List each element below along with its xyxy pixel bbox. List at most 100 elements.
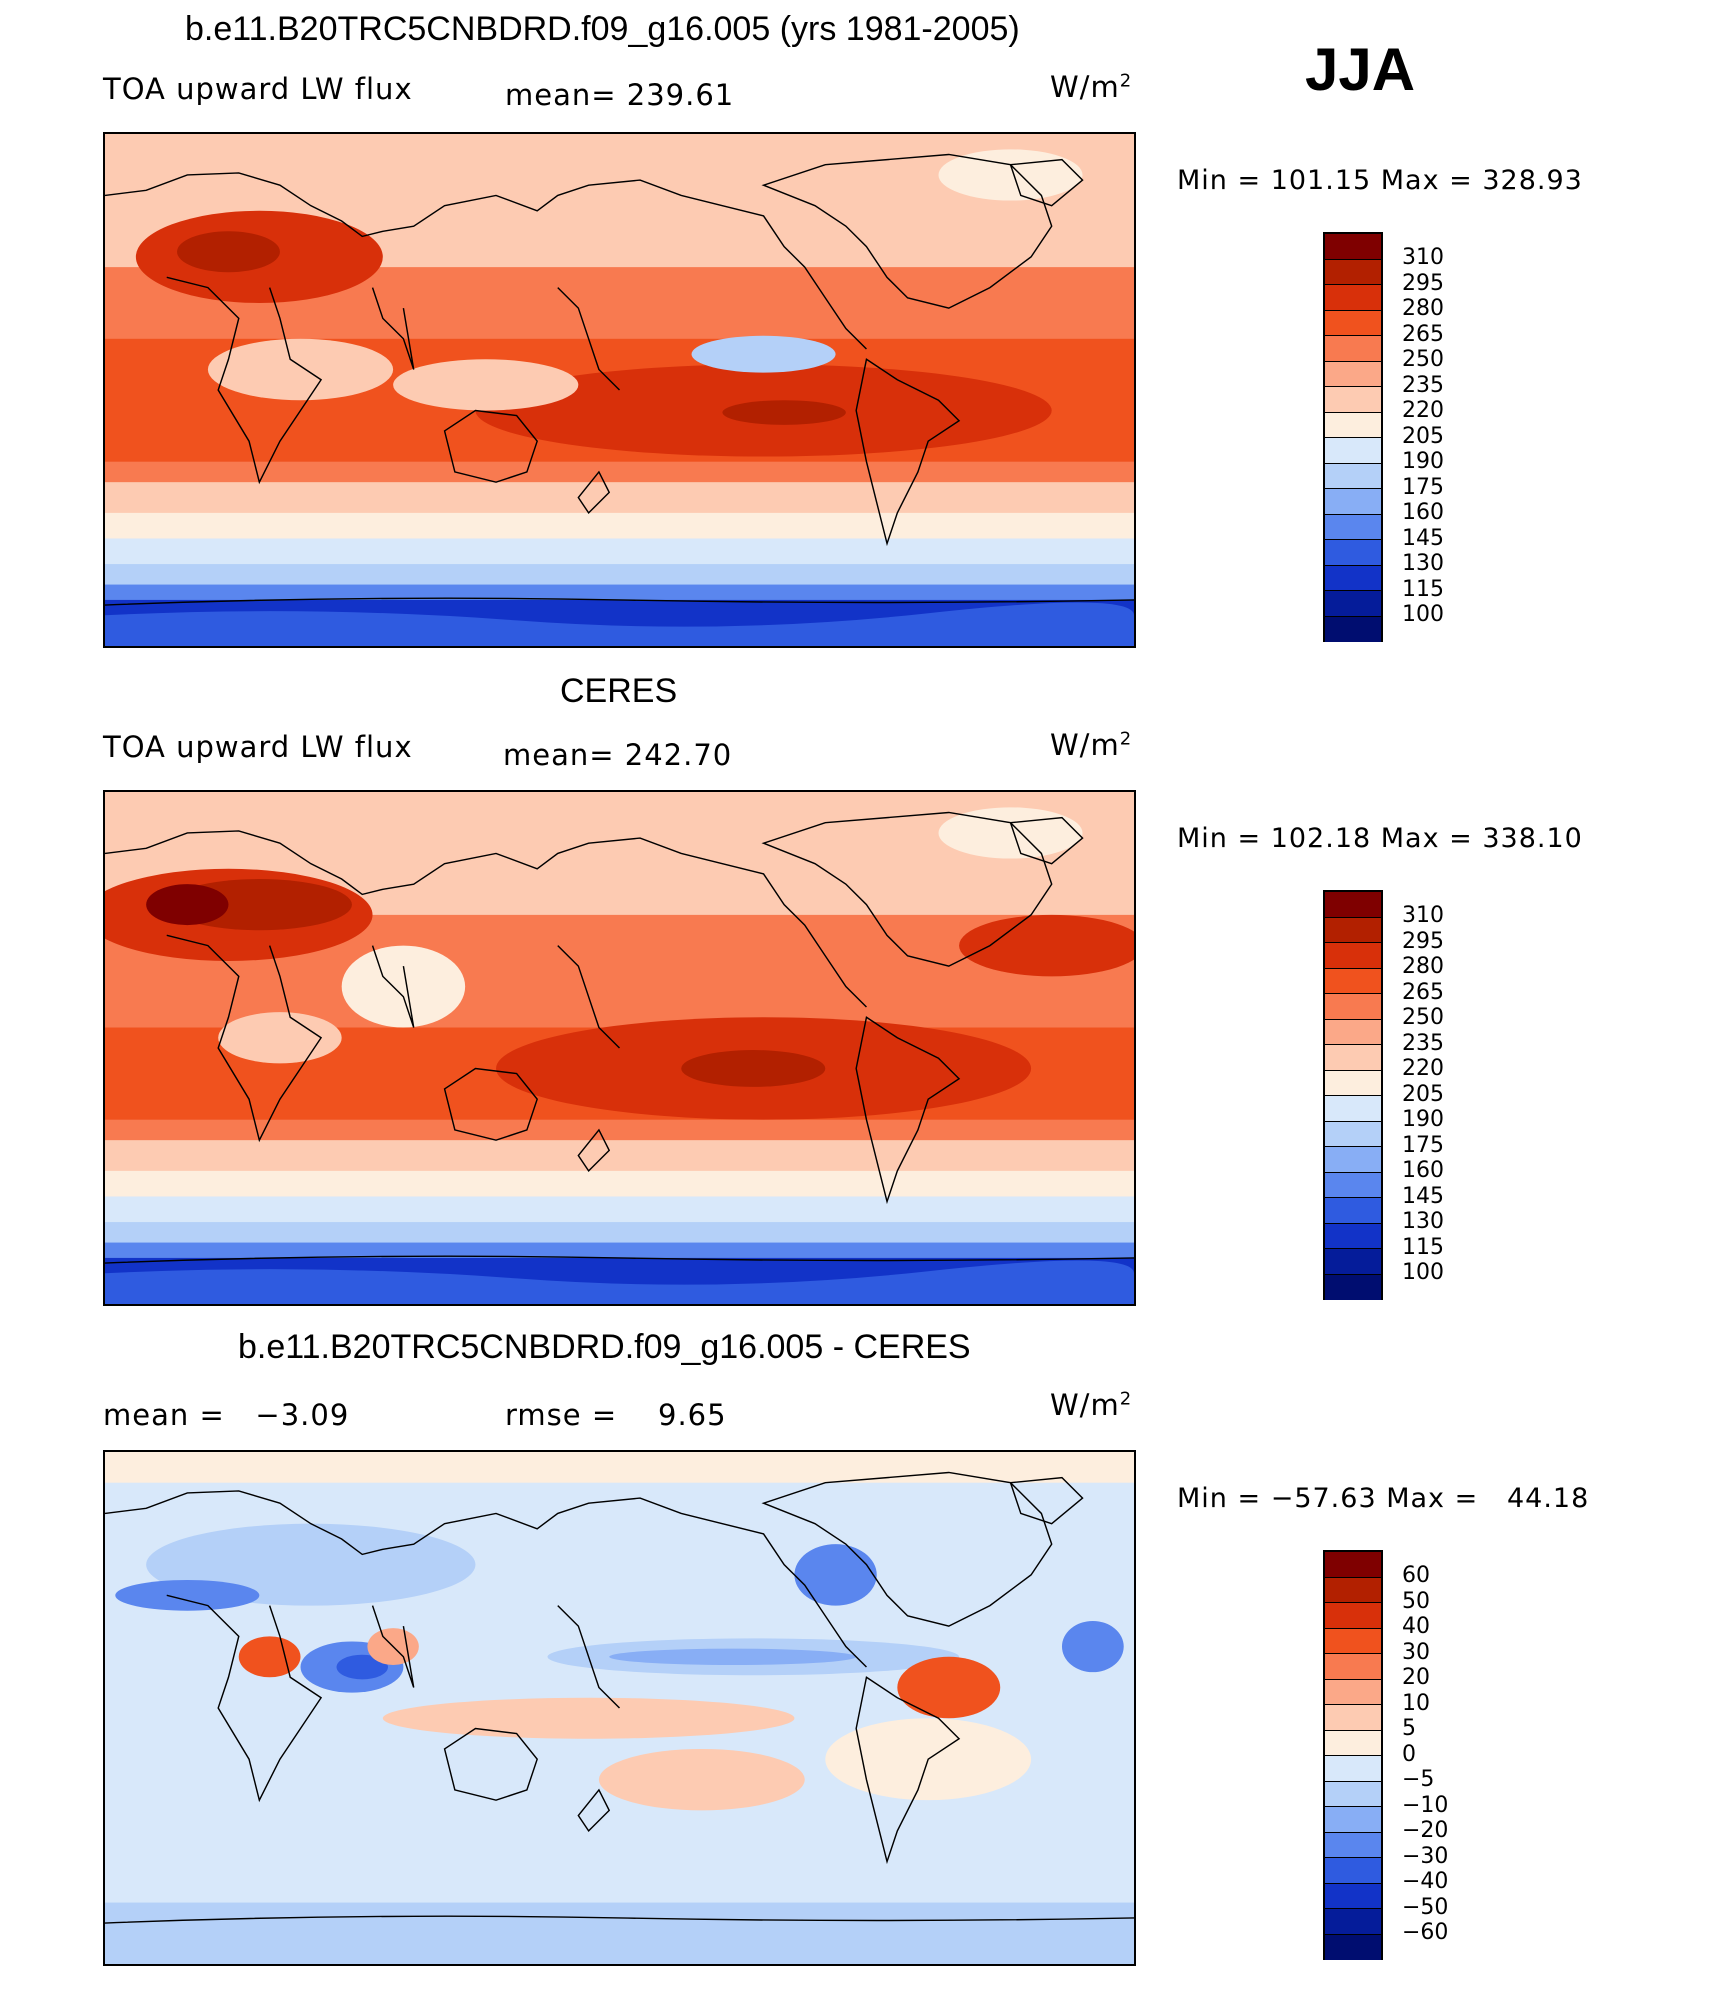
colorbar-segment <box>1325 285 1381 311</box>
colorbar-tick-label: 175 <box>1402 474 1444 500</box>
panel-1-mean-label: mean= 239.61 <box>505 78 735 112</box>
colorbar-tick-label: −30 <box>1402 1843 1449 1869</box>
colorbar-segment <box>1325 1577 1381 1603</box>
colorbar-segment <box>1325 1934 1381 1960</box>
colorbar-tick-label: −10 <box>1402 1792 1449 1818</box>
panel-1-minmax: Min = 101.15 Max = 328.93 <box>1177 165 1583 196</box>
colorbar-tick-label: 160 <box>1402 500 1444 525</box>
colorbar-segment <box>1325 565 1381 591</box>
panel-2-title: CERES <box>560 672 678 710</box>
colorbar-tick-label: 115 <box>1402 1234 1444 1260</box>
colorbar-segment <box>1325 943 1381 969</box>
colorbar-tick-label: 145 <box>1402 525 1444 551</box>
colorbar-segment <box>1325 591 1381 617</box>
panel-1-map <box>103 132 1136 648</box>
colorbar-segment <box>1325 336 1381 362</box>
colorbar-tick-label: 280 <box>1402 954 1444 979</box>
colorbar-segment <box>1325 1883 1381 1909</box>
panel-3-title: b.e11.B20TRC5CNBDRD.f09_g16.005 - CERES <box>238 1328 971 1366</box>
colorbar-segment <box>1325 514 1381 540</box>
colorbar-segment <box>1325 463 1381 489</box>
colorbar-tick-label: 250 <box>1402 1005 1444 1030</box>
colorbar-tick-label: 0 <box>1402 1741 1416 1767</box>
colorbar-segment <box>1325 259 1381 285</box>
colorbar-tick-label: 5 <box>1402 1716 1416 1741</box>
colorbar-segment <box>1325 489 1381 515</box>
colorbar-segment <box>1325 1198 1381 1224</box>
colorbar-tick-label: 295 <box>1402 270 1444 296</box>
panel-3-map <box>103 1450 1136 1966</box>
colorbar-segment <box>1325 361 1381 387</box>
colorbar-segment <box>1325 540 1381 566</box>
colorbar-tick-label: 100 <box>1402 1260 1444 1285</box>
panel-3-rmse-label: rmse = 9.65 <box>505 1398 727 1432</box>
colorbar-tick-label: 295 <box>1402 928 1444 954</box>
colorbar-tick-label: 265 <box>1402 979 1444 1005</box>
panel-2-colorbar-labels: 310 295 280 265 250 235 220 205 190 175 160 145 130 1… <box>1402 903 1444 1286</box>
colorbar-tick-label: 205 <box>1402 423 1444 449</box>
colorbar-tick-label: −50 <box>1402 1894 1449 1920</box>
colorbar-segment <box>1325 1552 1381 1578</box>
colorbar-segment <box>1325 1756 1381 1782</box>
colorbar-tick-label: 310 <box>1402 903 1444 928</box>
colorbar-tick-label: 145 <box>1402 1183 1444 1209</box>
colorbar-tick-label: 175 <box>1402 1132 1444 1158</box>
colorbar-segment <box>1325 310 1381 336</box>
colorbar-segment <box>1325 892 1381 918</box>
colorbar-tick-label: 130 <box>1402 1209 1444 1234</box>
colorbar-tick-label: 235 <box>1402 372 1444 398</box>
colorbar-segment <box>1325 917 1381 943</box>
colorbar-tick-label: 190 <box>1402 1107 1444 1132</box>
panel-3-colorbar <box>1323 1550 1383 1960</box>
colorbar-tick-label: 160 <box>1402 1158 1444 1183</box>
colorbar-segment <box>1325 234 1381 260</box>
colorbar-tick-label: 235 <box>1402 1030 1444 1056</box>
colorbar-tick-label: −20 <box>1402 1818 1449 1843</box>
colorbar-segment <box>1325 1781 1381 1807</box>
panel-3-colorbar-labels: 60 50 40 30 20 10 5 0 −5 −10 −20 −30 −40 −50 −60 <box>1402 1563 1448 1946</box>
colorbar-tick-label: 50 <box>1402 1588 1430 1614</box>
panel-2-colorbar <box>1323 890 1383 1300</box>
colorbar-segment <box>1325 1705 1381 1731</box>
colorbar-tick-label: −60 <box>1402 1920 1449 1945</box>
panel-1-title: b.e11.B20TRC5CNBDRD.f09_g16.005 (yrs 198… <box>185 10 1020 48</box>
colorbar-tick-label: 130 <box>1402 551 1444 576</box>
colorbar-segment <box>1325 1909 1381 1935</box>
colorbar-tick-label: −5 <box>1402 1767 1435 1792</box>
panel-1-colorbar <box>1323 232 1383 642</box>
panel-3-units: W/m2 <box>1050 1388 1133 1422</box>
colorbar-tick-label: 20 <box>1402 1665 1430 1690</box>
colorbar-segment <box>1325 1858 1381 1884</box>
colorbar-segment <box>1325 1832 1381 1858</box>
panel-1-variable-label: TOA upward LW flux <box>103 72 413 106</box>
colorbar-tick-label: 10 <box>1402 1690 1430 1716</box>
colorbar-segment <box>1325 1121 1381 1147</box>
panel-1-units: W/m2 <box>1050 70 1133 104</box>
colorbar-segment <box>1325 1249 1381 1275</box>
colorbar-segment <box>1325 1628 1381 1654</box>
panel-3-minmax: Min = −57.63 Max = 44.18 <box>1177 1483 1590 1514</box>
colorbar-segment <box>1325 1096 1381 1122</box>
colorbar-tick-label: 60 <box>1402 1563 1430 1588</box>
colorbar-tick-label: 115 <box>1402 576 1444 602</box>
colorbar-segment <box>1325 1172 1381 1198</box>
colorbar-tick-label: 40 <box>1402 1614 1430 1639</box>
colorbar-segment <box>1325 387 1381 413</box>
colorbar-segment <box>1325 1147 1381 1173</box>
colorbar-segment <box>1325 438 1381 464</box>
colorbar-tick-label: 310 <box>1402 245 1444 270</box>
colorbar-segment <box>1325 1223 1381 1249</box>
colorbar-segment <box>1325 1730 1381 1756</box>
panel-2-units: W/m2 <box>1050 728 1133 762</box>
colorbar-segment <box>1325 412 1381 438</box>
colorbar-segment <box>1325 1045 1381 1071</box>
colorbar-tick-label: 220 <box>1402 398 1444 423</box>
panel-2-variable-label: TOA upward LW flux <box>103 730 413 764</box>
panel-2-map <box>103 790 1136 1306</box>
colorbar-segment <box>1325 1274 1381 1300</box>
colorbar-segment <box>1325 968 1381 994</box>
panel-3-mean-label: mean = −3.09 <box>103 1398 350 1432</box>
colorbar-tick-label: 250 <box>1402 347 1444 372</box>
colorbar-tick-label: −40 <box>1402 1869 1449 1894</box>
panel-1-colorbar-labels: 310 295 280 265 250 235 220 205 190 175 160 145 130 1… <box>1402 245 1444 628</box>
